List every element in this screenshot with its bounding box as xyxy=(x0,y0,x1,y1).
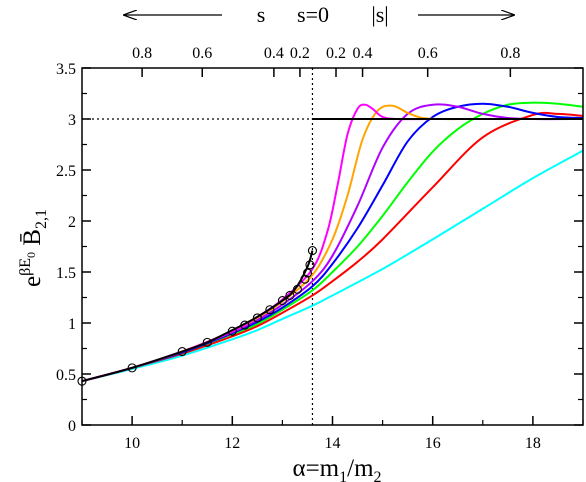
y-tick-label: 3 xyxy=(68,112,76,129)
data-point-marker xyxy=(302,268,313,278)
top-tick-label: 0.2 xyxy=(326,45,346,62)
data-point-marker xyxy=(300,274,310,284)
data-point-marker xyxy=(252,313,262,323)
data-point-marker xyxy=(202,337,212,347)
top-center-label: s=0 xyxy=(297,2,329,27)
series-line-1 xyxy=(81,111,584,383)
series-line-7 xyxy=(81,250,314,383)
x-tick-label: 10 xyxy=(124,435,140,452)
y-tick-label: 1.5 xyxy=(56,265,76,282)
top-tick-label: 0.8 xyxy=(500,45,520,62)
series-line-5 xyxy=(81,104,583,383)
data-point-marker xyxy=(285,290,295,301)
x-tick-label: 18 xyxy=(525,435,541,452)
data-point-marker xyxy=(177,347,187,357)
series-line-6 xyxy=(81,103,583,383)
data-point-marker xyxy=(265,305,275,315)
y-tick-label: 1 xyxy=(68,316,76,333)
y-tick-label: 0.5 xyxy=(56,367,76,384)
y-tick-label: 0 xyxy=(68,418,76,435)
y-axis-label: eβE0 B̄2,1 xyxy=(17,209,50,287)
top-right-label: |s| xyxy=(371,2,388,27)
x-axis-label: α=m1/m2 xyxy=(292,455,381,482)
top-tick-label: 0.6 xyxy=(192,45,212,62)
series-line-2 xyxy=(81,101,584,383)
series-line-3 xyxy=(81,102,584,383)
top-tick-label: 0.8 xyxy=(132,45,152,62)
x-tick-label: 12 xyxy=(224,435,240,452)
data-point-marker xyxy=(227,326,237,336)
data-point-marker xyxy=(292,284,302,294)
top-tick-label: 0.4 xyxy=(353,45,373,62)
top-tick-label: 0.2 xyxy=(290,45,310,62)
data-point-marker xyxy=(305,260,315,270)
data-point-marker xyxy=(127,363,137,373)
x-tick-label: 16 xyxy=(425,435,441,452)
y-tick-label: 2.5 xyxy=(56,163,76,180)
series-line-4 xyxy=(81,103,584,383)
y-tick-label: 2 xyxy=(68,214,76,231)
data-point-marker xyxy=(240,320,250,330)
series-line-0 xyxy=(81,149,584,383)
data-point-marker xyxy=(307,246,318,256)
plot-frame xyxy=(81,67,584,426)
top-left-label: s xyxy=(257,2,266,27)
x-tick-label: 14 xyxy=(325,435,341,452)
top-tick-label: 0.6 xyxy=(418,45,438,62)
y-tick-label: 3.5 xyxy=(56,61,76,78)
data-point-marker xyxy=(277,296,287,306)
top-tick-label: 0.4 xyxy=(264,45,284,62)
